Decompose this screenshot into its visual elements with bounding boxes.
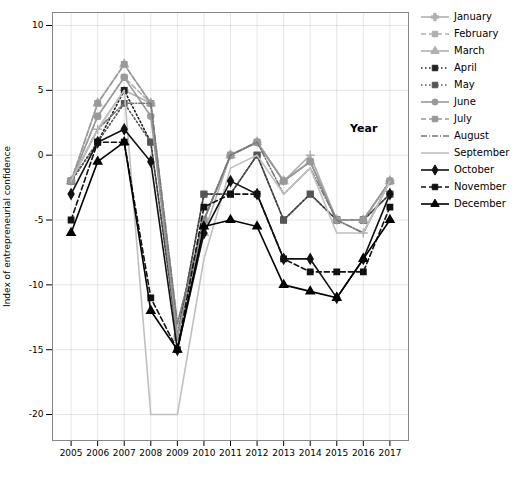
svg-text:2017: 2017 <box>378 448 401 458</box>
svg-text:2012: 2012 <box>246 448 269 458</box>
svg-text:2005: 2005 <box>60 448 83 458</box>
svg-text:2009: 2009 <box>166 448 189 458</box>
html-text:December: December <box>454 198 506 209</box>
svg-text:2014: 2014 <box>299 448 322 458</box>
html-text:May: May <box>454 79 475 90</box>
html-text:February: February <box>454 28 499 39</box>
svg-text:2010: 2010 <box>192 448 215 458</box>
svg-text:-15: -15 <box>29 345 44 355</box>
html-text:June: June <box>454 96 476 107</box>
svg-text:5: 5 <box>38 85 44 95</box>
svg-text:-5: -5 <box>35 215 44 225</box>
svg-text:0: 0 <box>38 150 44 160</box>
svg-text:-10: -10 <box>29 280 44 290</box>
svg-text:-20: -20 <box>29 409 44 419</box>
html-text:July: July <box>454 113 472 124</box>
svg-text:2007: 2007 <box>113 448 136 458</box>
html-text:September: September <box>454 147 510 158</box>
svg-text:2006: 2006 <box>86 448 109 458</box>
html-text:April: April <box>454 62 477 73</box>
html-text:March: March <box>454 45 485 56</box>
svg-text:2016: 2016 <box>352 448 375 458</box>
html-text:August: August <box>454 130 489 141</box>
svg-text:2013: 2013 <box>272 448 295 458</box>
html-text:October: October <box>454 164 494 175</box>
html-text:January: January <box>454 11 492 22</box>
svg-text:2011: 2011 <box>219 448 242 458</box>
svg-text:2008: 2008 <box>139 448 162 458</box>
html-text:November: November <box>454 181 506 192</box>
svg-text:Index of entrepreneurial confi: Index of entrepreneurial confidence <box>2 146 12 307</box>
svg-text:10: 10 <box>32 20 44 30</box>
svg-text:Year: Year <box>349 122 378 135</box>
svg-text:2015: 2015 <box>325 448 348 458</box>
